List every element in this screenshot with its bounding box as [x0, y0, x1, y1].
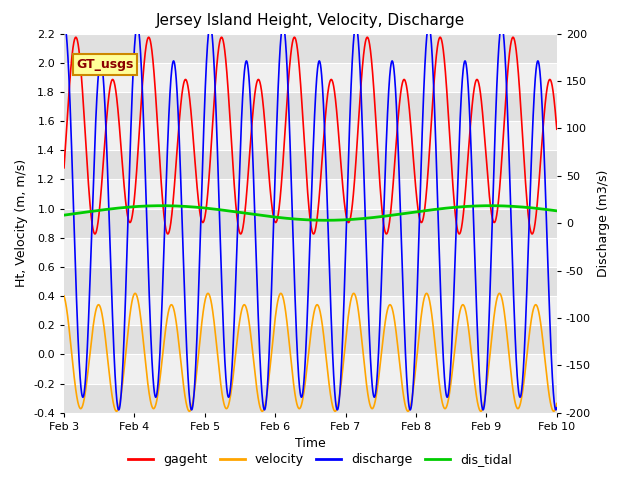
Bar: [64, 325, 557, 354]
Bar: [64, 63, 557, 92]
Bar: [64, 267, 557, 296]
Bar: [64, 34, 557, 63]
Bar: [64, 150, 557, 180]
Title: Jersey Island Height, Velocity, Discharge: Jersey Island Height, Velocity, Discharg…: [156, 13, 465, 28]
Legend: gageht, velocity, discharge, dis_tidal: gageht, velocity, discharge, dis_tidal: [123, 448, 517, 471]
Bar: [64, 296, 557, 325]
Bar: [64, 92, 557, 121]
Bar: [64, 238, 557, 267]
X-axis label: Time: Time: [295, 437, 326, 450]
Y-axis label: Discharge (m3/s): Discharge (m3/s): [596, 169, 609, 277]
Bar: [64, 384, 557, 413]
Y-axis label: Ht, Velocity (m, m/s): Ht, Velocity (m, m/s): [15, 159, 28, 287]
Bar: [64, 354, 557, 384]
Bar: [64, 180, 557, 209]
Bar: [64, 121, 557, 150]
Text: GT_usgs: GT_usgs: [76, 58, 134, 71]
Bar: [64, 209, 557, 238]
